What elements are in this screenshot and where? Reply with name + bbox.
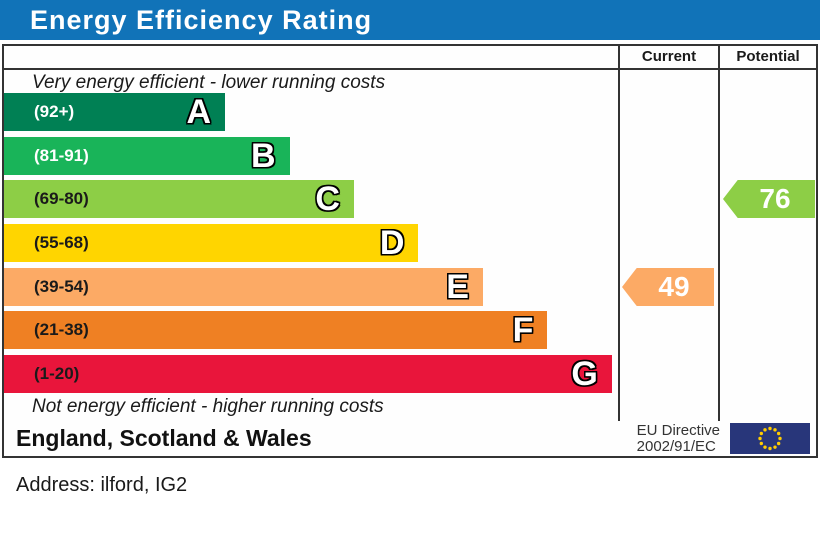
band-range-label: (55-68) bbox=[34, 232, 89, 252]
band-letter: D bbox=[379, 223, 405, 262]
current-column-header: Current bbox=[641, 48, 697, 65]
potential-rating-arrow: 76 bbox=[723, 180, 815, 218]
band-bar-g: (1-20) G bbox=[4, 354, 612, 393]
band-row-g: (1-20) G bbox=[4, 354, 618, 393]
eu-directive-line2: 2002/91/EC bbox=[636, 437, 716, 455]
current-rating-value: 49 bbox=[658, 271, 690, 302]
band-letter: C bbox=[315, 180, 340, 219]
potential-column-divider bbox=[718, 46, 720, 421]
band-letter: E bbox=[446, 267, 469, 306]
eu-directive-line1: EU Directive bbox=[636, 421, 720, 439]
band-range-label: (69-80) bbox=[34, 189, 89, 209]
header-divider-line bbox=[4, 68, 816, 70]
region-label: England, Scotland & Wales bbox=[16, 425, 312, 451]
epc-chart-box: Current Potential Very energy efficient … bbox=[2, 44, 818, 458]
band-letter: A bbox=[186, 93, 212, 131]
band-bar-d: (55-68) D bbox=[4, 223, 419, 262]
band-range-label: (92+) bbox=[34, 102, 75, 121]
band-letter: G bbox=[571, 354, 598, 393]
band-row-d: (55-68) D bbox=[4, 223, 618, 262]
band-range-label: (21-38) bbox=[34, 320, 89, 340]
band-row-c: (69-80) C bbox=[4, 180, 618, 219]
current-rating-arrow: 49 bbox=[622, 268, 714, 306]
band-bar-b: (81-91) B bbox=[4, 136, 290, 175]
band-range-label: (1-20) bbox=[34, 363, 80, 383]
footer-row: England, Scotland & Wales EU Directive 2… bbox=[4, 421, 816, 456]
page-title: Energy Efficiency Rating bbox=[0, 0, 820, 40]
current-column-divider bbox=[618, 46, 620, 421]
eu-directive-label: EU Directive 2002/91/EC bbox=[636, 421, 720, 455]
eu-flag-icon bbox=[730, 423, 810, 454]
potential-column-header: Potential bbox=[736, 48, 800, 65]
band-bar-a: (92+) A bbox=[4, 93, 226, 131]
band-range-label: (81-91) bbox=[34, 145, 89, 165]
address-line: Address: ilford, IG2 bbox=[16, 474, 188, 496]
band-bar-e: (39-54) E bbox=[4, 267, 483, 306]
top-note: Very energy efficient - lower running co… bbox=[32, 72, 386, 93]
band-range-label: (39-54) bbox=[34, 276, 89, 296]
band-row-a: (92+) A bbox=[4, 93, 618, 131]
rating-bands: (92+) A (81-91) B (69-80) C (55-68) D (39-54) E (2… bbox=[4, 93, 618, 393]
bottom-note: Not energy efficient - higher running co… bbox=[32, 396, 384, 417]
band-row-b: (81-91) B bbox=[4, 136, 618, 175]
band-bar-f: (21-38) F bbox=[4, 311, 548, 350]
band-row-f: (21-38) F bbox=[4, 311, 618, 350]
potential-rating-value: 76 bbox=[759, 183, 791, 214]
band-letter: B bbox=[250, 136, 276, 175]
band-letter: F bbox=[512, 311, 534, 350]
band-bar-c: (69-80) C bbox=[4, 180, 354, 219]
band-row-e: (39-54) E bbox=[4, 267, 618, 306]
